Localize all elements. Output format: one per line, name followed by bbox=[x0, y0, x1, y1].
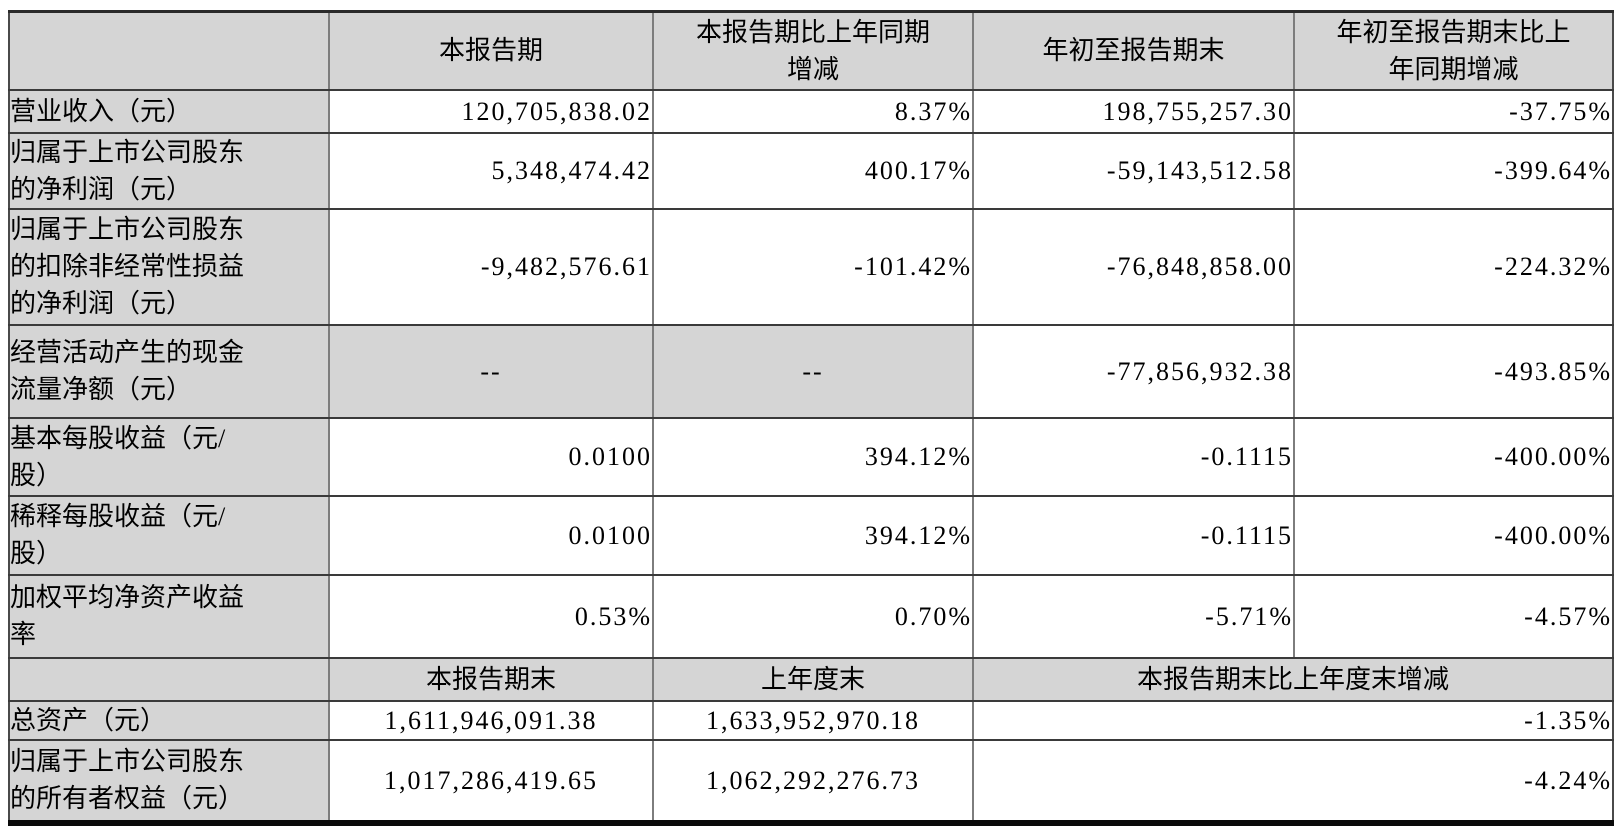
row-label: 营业收入（元） bbox=[8, 88, 330, 134]
cell-value: 1,062,292,276.73 bbox=[652, 738, 974, 826]
header-cell-blank bbox=[8, 10, 330, 91]
cell-value: -37.75% bbox=[1293, 88, 1614, 134]
cell-value: -4.24% bbox=[972, 738, 1614, 826]
cell-value: -493.85% bbox=[1293, 323, 1614, 419]
cell-value: 394.12% bbox=[652, 416, 974, 497]
table-row-net-profit: 归属于上市公司股东 的净利润（元） 5,348,474.42 400.17% -… bbox=[8, 131, 1614, 210]
cell-value: 1,611,946,091.38 bbox=[328, 699, 654, 741]
cell-value: -77,856,932.38 bbox=[972, 323, 1295, 419]
cell-value-na: -- bbox=[328, 323, 654, 419]
row-label: 归属于上市公司股东 的扣除非经常性损益 的净利润（元） bbox=[8, 207, 330, 326]
cell-value: -1.35% bbox=[972, 699, 1614, 741]
table-row-owners-equity: 归属于上市公司股东 的所有者权益（元） 1,017,286,419.65 1,0… bbox=[8, 738, 1614, 826]
cell-value: 400.17% bbox=[652, 131, 974, 210]
cell-value: 394.12% bbox=[652, 494, 974, 576]
cell-value: -399.64% bbox=[1293, 131, 1614, 210]
cell-value: 0.53% bbox=[328, 573, 654, 659]
cell-value: 1,633,952,970.18 bbox=[652, 699, 974, 741]
header-cell-end-of-prior-year: 上年度末 bbox=[652, 656, 974, 702]
row-label: 归属于上市公司股东 的所有者权益（元） bbox=[8, 738, 330, 826]
table-row-total-assets: 总资产（元） 1,611,946,091.38 1,633,952,970.18… bbox=[8, 699, 1614, 741]
row-label: 基本每股收益（元/ 股） bbox=[8, 416, 330, 497]
table-row-operating-revenue: 营业收入（元） 120,705,838.02 8.37% 198,755,257… bbox=[8, 88, 1614, 134]
table-row-operating-cash-flow: 经营活动产生的现金 流量净额（元） -- -- -77,856,932.38 -… bbox=[8, 323, 1614, 419]
row-label: 经营活动产生的现金 流量净额（元） bbox=[8, 323, 330, 419]
header-cell-current-period: 本报告期 bbox=[328, 10, 654, 91]
header-cell-blank bbox=[8, 656, 330, 702]
cell-value: -400.00% bbox=[1293, 416, 1614, 497]
cell-value: -9,482,576.61 bbox=[328, 207, 654, 326]
row-label: 加权平均净资产收益 率 bbox=[8, 573, 330, 659]
header-cell-period-end-change: 本报告期末比上年度末增减 bbox=[972, 656, 1614, 702]
cell-value: -400.00% bbox=[1293, 494, 1614, 576]
cell-value: -101.42% bbox=[652, 207, 974, 326]
cell-value: 5,348,474.42 bbox=[328, 131, 654, 210]
cell-value: -76,848,858.00 bbox=[972, 207, 1295, 326]
cell-value: -0.1115 bbox=[972, 416, 1295, 497]
cell-value: -4.57% bbox=[1293, 573, 1614, 659]
row-label: 稀释每股收益（元/ 股） bbox=[8, 494, 330, 576]
cell-value: 1,017,286,419.65 bbox=[328, 738, 654, 826]
cell-value: -59,143,512.58 bbox=[972, 131, 1295, 210]
table-row-weighted-avg-roe: 加权平均净资产收益 率 0.53% 0.70% -5.71% -4.57% bbox=[8, 573, 1614, 659]
cell-value: 8.37% bbox=[652, 88, 974, 134]
header-cell-year-to-date: 年初至报告期末 bbox=[972, 10, 1295, 91]
cell-value: -5.71% bbox=[972, 573, 1295, 659]
table-row-diluted-eps: 稀释每股收益（元/ 股） 0.0100 394.12% -0.1115 -400… bbox=[8, 494, 1614, 576]
cell-value: -224.32% bbox=[1293, 207, 1614, 326]
cell-value: 0.0100 bbox=[328, 416, 654, 497]
cell-value: 0.0100 bbox=[328, 494, 654, 576]
financial-summary-table: 本报告期 本报告期比上年同期 增减 年初至报告期末 年初至报告期末比上 年同期增… bbox=[8, 10, 1614, 826]
row-label: 总资产（元） bbox=[8, 699, 330, 741]
header-cell-end-of-period: 本报告期末 bbox=[328, 656, 654, 702]
header-row-period-end: 本报告期末 上年度末 本报告期末比上年度末增减 bbox=[8, 656, 1614, 702]
cell-value: 0.70% bbox=[652, 573, 974, 659]
table-row-basic-eps: 基本每股收益（元/ 股） 0.0100 394.12% -0.1115 -400… bbox=[8, 416, 1614, 497]
header-row-period: 本报告期 本报告期比上年同期 增减 年初至报告期末 年初至报告期末比上 年同期增… bbox=[8, 10, 1614, 91]
table-row-net-profit-excl-nonrecurring: 归属于上市公司股东 的扣除非经常性损益 的净利润（元） -9,482,576.6… bbox=[8, 207, 1614, 326]
header-cell-ytd-yoy-change: 年初至报告期末比上 年同期增减 bbox=[1293, 10, 1614, 91]
header-cell-yoy-change: 本报告期比上年同期 增减 bbox=[652, 10, 974, 91]
cell-value-na: -- bbox=[652, 323, 974, 419]
cell-value: 120,705,838.02 bbox=[328, 88, 654, 134]
cell-value: 198,755,257.30 bbox=[972, 88, 1295, 134]
row-label: 归属于上市公司股东 的净利润（元） bbox=[8, 131, 330, 210]
cell-value: -0.1115 bbox=[972, 494, 1295, 576]
